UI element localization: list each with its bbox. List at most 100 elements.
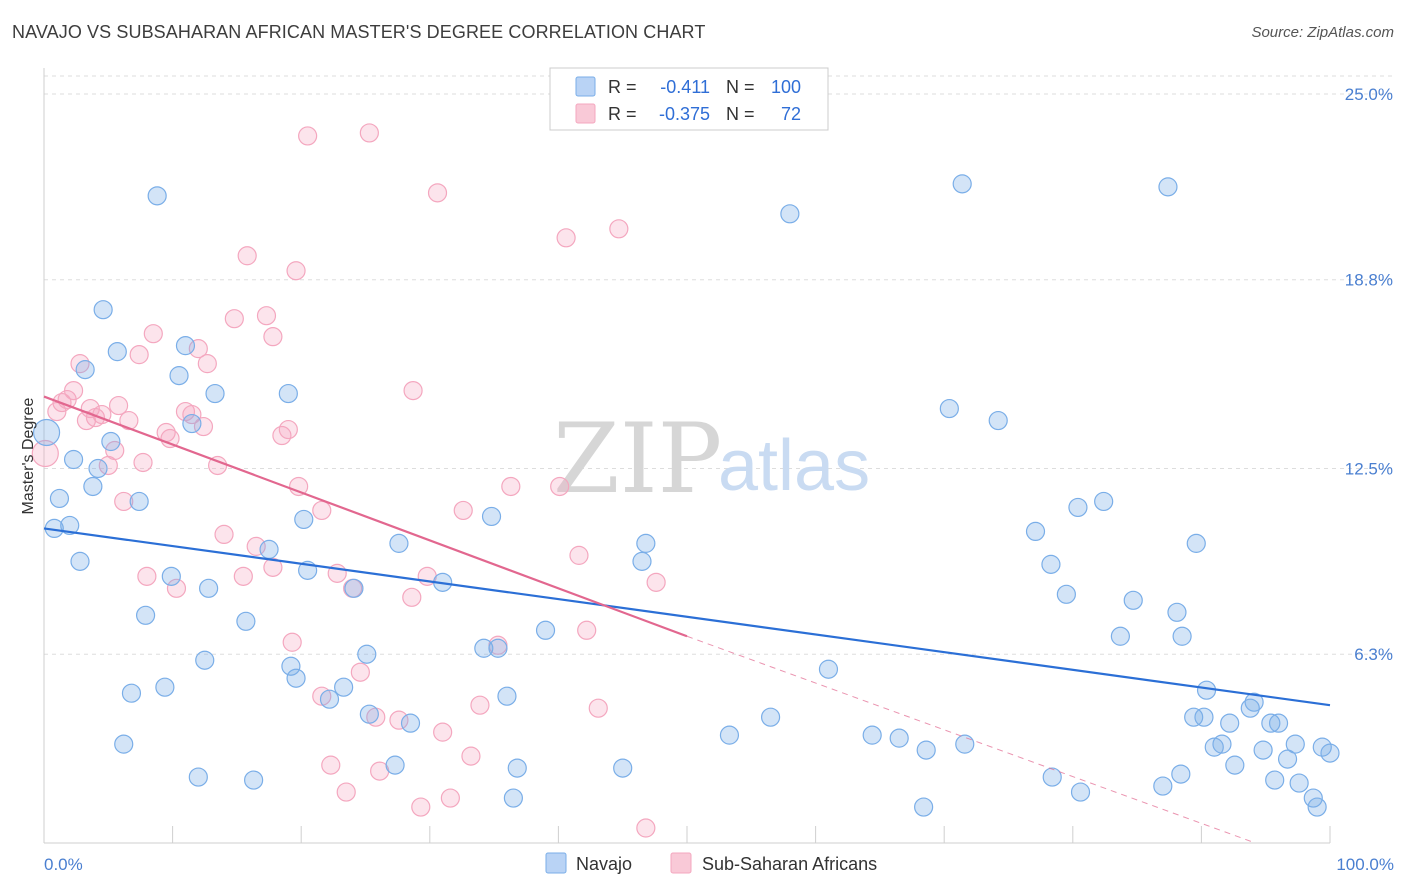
navajo-point <box>182 413 202 434</box>
navajo-point <box>60 515 80 536</box>
subsaharan-point <box>193 416 214 437</box>
bottom-legend-swatch-navajo <box>545 852 567 874</box>
navajo-point <box>205 383 225 404</box>
legend-r-value-subsaharan: -0.375 <box>659 104 710 124</box>
navajo-point <box>385 755 405 775</box>
subsaharan-point <box>350 662 370 682</box>
navajo-point <box>49 488 70 509</box>
subsaharan-point <box>108 395 129 416</box>
navajo-point <box>1172 626 1192 646</box>
navajo-point <box>161 566 181 586</box>
navajo-point <box>83 476 103 497</box>
y-tick-labels: 6.3% 12.5% 18.8% 25.0% <box>1345 85 1393 664</box>
navajo-point <box>1277 749 1298 769</box>
navajo-point <box>474 638 494 658</box>
navajo-point <box>334 677 354 697</box>
navajo-point <box>632 551 652 571</box>
navajo-point <box>357 644 377 664</box>
navajo-point <box>1184 707 1204 727</box>
x-tick-label-max: 100.0% <box>1336 855 1394 874</box>
navajo-point <box>1253 740 1273 760</box>
legend-r-label-navajo: R = <box>608 77 637 97</box>
navajo-point <box>195 650 215 670</box>
navajo-point <box>244 770 264 790</box>
navajo-point <box>1194 707 1214 727</box>
subsaharan-point <box>646 572 666 592</box>
watermark-atlas: atlas <box>718 426 870 506</box>
y-tick-label-2: 18.8% <box>1345 271 1393 290</box>
navajo-point <box>507 758 527 778</box>
navajo-point <box>955 734 975 754</box>
navajo-point <box>278 383 298 404</box>
navajo-points <box>32 174 1340 817</box>
navajo-point <box>1123 590 1143 610</box>
navajo-point <box>32 418 61 447</box>
navajo-point <box>988 410 1008 431</box>
subsaharan-points <box>31 123 666 838</box>
navajo-point <box>1158 177 1178 197</box>
navajo-point <box>1167 602 1187 622</box>
navajo-point <box>1268 713 1289 733</box>
navajo-point <box>135 605 156 625</box>
subsaharan-point <box>298 126 318 146</box>
navajo-point <box>636 533 656 553</box>
subsaharan-point <box>321 755 341 775</box>
navajo-point <box>169 366 189 386</box>
subsaharan-point <box>137 566 157 586</box>
navajo-point <box>93 300 113 320</box>
chart-title: NAVAJO VS SUBSAHARAN AFRICAN MASTER'S DE… <box>12 22 706 42</box>
navajo-point <box>281 656 301 676</box>
navajo-point <box>70 551 90 571</box>
navajo-point <box>1204 737 1224 757</box>
navajo-point <box>916 740 936 760</box>
subsaharan-point <box>433 722 453 742</box>
navajo-point <box>236 611 256 631</box>
navajo-point <box>1261 713 1281 733</box>
subsaharan-point <box>577 620 597 640</box>
axes <box>43 68 1331 844</box>
subsaharan-point <box>63 380 84 401</box>
legend-box <box>549 67 829 131</box>
navajo-point <box>497 686 517 706</box>
navajo-point <box>1220 713 1240 733</box>
navajo-point <box>259 539 279 559</box>
y-tick-label-0: 6.3% <box>1354 645 1393 664</box>
navajo-point <box>1068 497 1088 518</box>
subsaharan-point <box>402 587 422 607</box>
subsaharan-point <box>119 410 139 431</box>
navajo-point <box>862 725 882 745</box>
subsaharan-point <box>143 324 163 344</box>
navajo-point <box>939 398 959 419</box>
subsaharan-point <box>461 746 481 766</box>
navajo-point <box>199 578 219 598</box>
subsaharan-point <box>440 788 460 808</box>
subsaharan-trend-extension <box>686 635 1256 844</box>
navajo-point <box>155 677 175 697</box>
subsaharan-point <box>282 632 302 652</box>
navajo-point <box>101 431 121 452</box>
subsaharan-point <box>411 797 431 817</box>
subsaharan-point <box>312 500 332 521</box>
subsaharan-point <box>403 380 423 401</box>
navajo-trend-line <box>43 527 1331 707</box>
subsaharan-point <box>609 219 629 239</box>
subsaharan-point <box>312 686 332 706</box>
navajo-point <box>63 449 84 470</box>
bottom-legend-swatch-subsaharan <box>670 852 692 874</box>
navajo-point <box>889 728 909 748</box>
legend-swatch-navajo <box>575 76 596 97</box>
navajo-point <box>175 336 196 356</box>
series-legend: Navajo Sub-Saharan Africans <box>545 852 877 874</box>
legend-n-label-subsaharan: N = <box>726 104 755 124</box>
subsaharan-point <box>359 123 379 143</box>
navajo-point <box>188 767 208 787</box>
bottom-legend-label-navajo: Navajo <box>576 854 632 874</box>
navajo-point <box>1307 797 1327 817</box>
navajo-point <box>1153 776 1173 796</box>
legend-n-label-navajo: N = <box>726 77 755 97</box>
legend-r-value-navajo: -0.411 <box>660 77 710 97</box>
navajo-point <box>319 689 340 709</box>
y-tick-label-1: 12.5% <box>1345 459 1393 478</box>
navajo-point <box>481 506 502 527</box>
